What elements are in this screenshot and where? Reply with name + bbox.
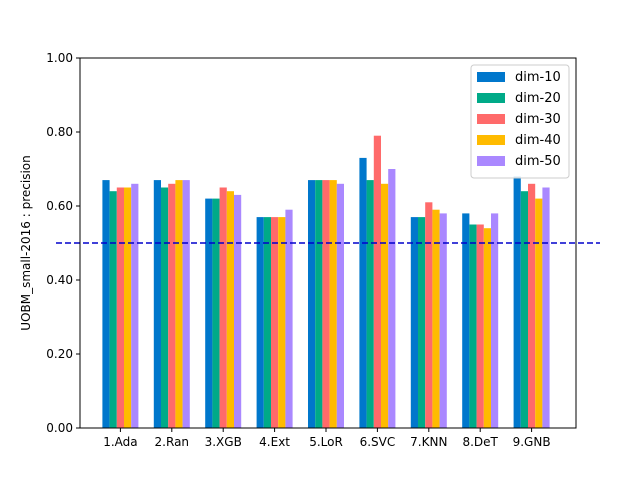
bar-dim-30-3.XGB (219, 187, 227, 428)
legend-swatch-dim-10 (477, 72, 505, 82)
y-axis: 0.00 0.20 0.40 0.60 0.80 1.00 (46, 51, 80, 435)
bar-dim-50-2.Ran (182, 180, 190, 428)
bar-dim-10-6.SVC (359, 157, 367, 428)
bar-dim-20-6.SVC (366, 180, 374, 428)
x-tick-label: 2.Ran (155, 435, 189, 449)
bar-dim-20-8.DeT (469, 224, 477, 428)
bar-dim-40-9.GNB (535, 198, 543, 428)
legend-label-dim-50: dim-50 (515, 154, 561, 169)
bar-dim-20-9.GNB (520, 191, 528, 428)
bar-dim-50-3.XGB (234, 194, 242, 428)
legend-swatch-dim-20 (477, 93, 505, 103)
y-tick-label: 0.40 (46, 273, 73, 287)
x-tick-label: 9.GNB (513, 435, 551, 449)
bar-dim-30-7.KNN (425, 202, 433, 428)
bar-dim-50-7.KNN (439, 213, 447, 428)
legend-label-dim-30: dim-30 (515, 112, 561, 127)
bar-dim-40-1.Ada (124, 187, 132, 428)
y-tick-label: 0.60 (46, 199, 73, 213)
bar-dim-50-4.Ext (285, 209, 293, 428)
x-tick-label: 7.KNN (410, 435, 447, 449)
bar-dim-30-4.Ext (271, 217, 279, 428)
bars-layer (102, 135, 550, 428)
bar-dim-50-6.SVC (388, 169, 396, 428)
bar-dim-40-5.LoR (329, 180, 337, 428)
bar-dim-10-2.Ran (153, 180, 161, 428)
bar-dim-40-3.XGB (226, 191, 234, 428)
bar-dim-40-2.Ran (175, 180, 183, 428)
bar-dim-30-5.LoR (322, 180, 330, 428)
bar-dim-10-1.Ada (102, 180, 110, 428)
y-tick-label: 0.20 (46, 347, 73, 361)
bar-dim-20-1.Ada (109, 191, 117, 428)
bar-dim-30-1.Ada (116, 187, 124, 428)
bar-dim-40-4.Ext (278, 217, 286, 428)
x-tick-label: 1.Ada (103, 435, 137, 449)
x-axis: 1.Ada 2.Ran 3.XGB 4.Ext 5.LoR 6.SVC 7.KNN 8.DeT… (103, 428, 551, 449)
bar-dim-20-5.LoR (315, 180, 323, 428)
legend-swatch-dim-40 (477, 135, 505, 145)
legend-label-dim-20: dim-20 (515, 91, 561, 106)
x-tick-label: 5.LoR (309, 435, 343, 449)
bar-dim-30-2.Ran (168, 183, 176, 428)
bar-dim-20-7.KNN (418, 217, 426, 428)
x-tick-label: 3.XGB (205, 435, 242, 449)
legend-swatch-dim-50 (477, 156, 505, 166)
bar-dim-20-4.Ext (263, 217, 271, 428)
bar-dim-10-9.GNB (513, 176, 521, 428)
y-tick-label: 0.80 (46, 125, 73, 139)
bar-dim-40-8.DeT (483, 228, 491, 428)
x-tick-label: 8.DeT (462, 435, 498, 449)
y-tick-label: 0.00 (46, 421, 73, 435)
legend-swatch-dim-30 (477, 114, 505, 124)
y-axis-title: UOBM_small-2016 : precision (19, 155, 33, 330)
legend: dim-10 dim-20 dim-30 dim-40 dim-50 (470, 64, 570, 179)
bar-dim-20-2.Ran (161, 187, 169, 428)
bar-dim-20-3.XGB (212, 198, 220, 428)
bar-dim-50-1.Ada (131, 183, 139, 428)
y-tick-label: 1.00 (46, 51, 73, 65)
plot-frame (79, 57, 577, 429)
bar-dim-40-6.SVC (381, 183, 389, 428)
x-tick-label: 4.Ext (259, 435, 290, 449)
bar-dim-30-8.DeT (476, 224, 484, 428)
bar-dim-10-7.KNN (410, 217, 418, 428)
bar-dim-10-4.Ext (256, 217, 264, 428)
bar-dim-30-6.SVC (373, 135, 381, 428)
bar-dim-10-8.DeT (462, 213, 470, 428)
bar-dim-50-8.DeT (491, 213, 499, 428)
bar-dim-10-5.LoR (308, 180, 316, 428)
bar-dim-30-9.GNB (528, 183, 536, 428)
bar-dim-50-9.GNB (542, 187, 550, 428)
legend-label-dim-40: dim-40 (515, 133, 561, 148)
bar-dim-10-3.XGB (205, 198, 213, 428)
bar-dim-50-5.LoR (336, 183, 344, 428)
bar-dim-40-7.KNN (432, 209, 440, 428)
x-tick-label: 6.SVC (360, 435, 396, 449)
legend-label-dim-10: dim-10 (515, 70, 561, 85)
